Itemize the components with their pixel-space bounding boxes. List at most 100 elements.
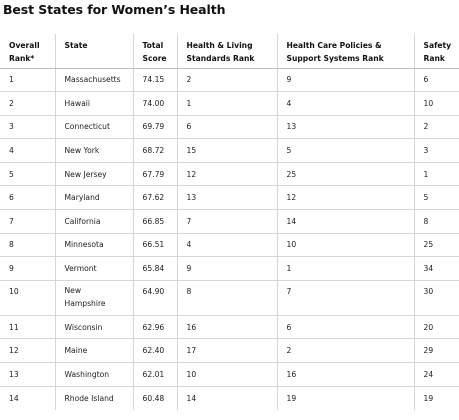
- table-row: 1 Massachusetts 74.15 2 9 6: [0, 67, 459, 92]
- table-row: 6 Maryland 67.62 13 12 5: [0, 185, 459, 210]
- cell-rank: 6: [0, 185, 55, 210]
- cell-rank: 8: [0, 232, 55, 257]
- cell-score: 64.90: [132, 279, 177, 316]
- cell-policies-rank: 19: [276, 385, 414, 410]
- cell-safety-rank: 29: [413, 338, 459, 363]
- header-overall-rank: Overall Rank*: [0, 34, 55, 69]
- cell-rank: 3: [0, 114, 55, 139]
- cell-safety-rank: 3: [413, 138, 459, 163]
- cell-state: Washington: [54, 362, 133, 387]
- cell-policies-rank: 9: [276, 67, 414, 92]
- cell-health-rank: 6: [176, 114, 277, 139]
- cell-safety-rank: 2: [413, 114, 459, 139]
- cell-health-rank: 12: [176, 161, 277, 186]
- cell-score: 65.84: [132, 256, 177, 281]
- cell-policies-rank: 16: [276, 362, 414, 387]
- cell-rank: 11: [0, 314, 55, 339]
- cell-policies-rank: 1: [276, 256, 414, 281]
- cell-safety-rank: 5: [413, 185, 459, 210]
- cell-state: Maine: [54, 338, 133, 363]
- cell-policies-rank: 14: [276, 209, 414, 234]
- cell-score: 62.01: [132, 362, 177, 387]
- cell-health-rank: 15: [176, 138, 277, 163]
- cell-safety-rank: 1: [413, 161, 459, 186]
- cell-health-rank: 9: [176, 256, 277, 281]
- header-state: State: [54, 34, 133, 69]
- cell-score: 68.72: [132, 138, 177, 163]
- cell-rank: 2: [0, 91, 55, 116]
- table-row: 7 California 66.85 7 14 8: [0, 209, 459, 234]
- cell-safety-rank: 30: [413, 279, 459, 316]
- table-row: 2 Hawaii 74.00 1 4 10: [0, 91, 459, 116]
- cell-state: Hawaii: [54, 91, 133, 116]
- table-row: 8 Minnesota 66.51 4 10 25: [0, 232, 459, 257]
- table-header-row: Overall Rank* State Total Score Health & L…: [0, 34, 459, 69]
- cell-health-rank: 4: [176, 232, 277, 257]
- cell-rank: 10: [0, 279, 55, 316]
- header-total-score: Total Score: [132, 34, 177, 69]
- cell-state: New York: [54, 138, 133, 163]
- table-row: 10 New Hampshire 64.90 8 7 30: [0, 279, 459, 316]
- cell-rank: 5: [0, 161, 55, 186]
- cell-policies-rank: 13: [276, 114, 414, 139]
- cell-policies-rank: 12: [276, 185, 414, 210]
- header-health-living-rank: Health & Living Standards Rank: [176, 34, 277, 69]
- cell-policies-rank: 7: [276, 279, 414, 316]
- cell-health-rank: 7: [176, 209, 277, 234]
- cell-state: Massachusetts: [54, 67, 133, 92]
- cell-policies-rank: 2: [276, 338, 414, 363]
- cell-score: 66.85: [132, 209, 177, 234]
- cell-health-rank: 14: [176, 385, 277, 410]
- cell-score: 66.51: [132, 232, 177, 257]
- cell-state: California: [54, 209, 133, 234]
- cell-safety-rank: 8: [413, 209, 459, 234]
- cell-score: 60.48: [132, 385, 177, 410]
- cell-health-rank: 8: [176, 279, 277, 316]
- cell-rank: 1: [0, 67, 55, 92]
- cell-state: New Hampshire: [54, 279, 133, 316]
- table-row: 11 Wisconsin 62.96 16 6 20: [0, 314, 459, 339]
- cell-rank: 12: [0, 338, 55, 363]
- cell-rank: 4: [0, 138, 55, 163]
- header-safety-rank: Safety Rank: [413, 34, 459, 69]
- cell-state: Wisconsin: [54, 314, 133, 339]
- cell-policies-rank: 10: [276, 232, 414, 257]
- cell-state: Maryland: [54, 185, 133, 210]
- cell-health-rank: 2: [176, 67, 277, 92]
- cell-health-rank: 13: [176, 185, 277, 210]
- cell-safety-rank: 6: [413, 67, 459, 92]
- table-row: 14 Rhode Island 60.48 14 19 19: [0, 385, 459, 410]
- cell-policies-rank: 25: [276, 161, 414, 186]
- cell-rank: 13: [0, 362, 55, 387]
- cell-safety-rank: 25: [413, 232, 459, 257]
- cell-state: Minnesota: [54, 232, 133, 257]
- cell-health-rank: 1: [176, 91, 277, 116]
- cell-rank: 14: [0, 385, 55, 410]
- cell-policies-rank: 6: [276, 314, 414, 339]
- cell-score: 74.15: [132, 67, 177, 92]
- cell-score: 62.96: [132, 314, 177, 339]
- table-row: 9 Vermont 65.84 9 1 34: [0, 256, 459, 281]
- cell-safety-rank: 19: [413, 385, 459, 410]
- cell-safety-rank: 10: [413, 91, 459, 116]
- cell-state: Vermont: [54, 256, 133, 281]
- table-row: 4 New York 68.72 15 5 3: [0, 138, 459, 163]
- cell-rank: 7: [0, 209, 55, 234]
- cell-score: 67.79: [132, 161, 177, 186]
- cell-score: 74.00: [132, 91, 177, 116]
- cell-rank: 9: [0, 256, 55, 281]
- header-policies-rank: Health Care Policies & Support Systems Ra…: [276, 34, 414, 69]
- cell-policies-rank: 4: [276, 91, 414, 116]
- cell-state: Rhode Island: [54, 385, 133, 410]
- table-row: 12 Maine 62.40 17 2 29: [0, 338, 459, 363]
- page-title: Best States for Women’s Health: [3, 2, 226, 17]
- cell-safety-rank: 24: [413, 362, 459, 387]
- cell-safety-rank: 20: [413, 314, 459, 339]
- table-row: 3 Connecticut 69.79 6 13 2: [0, 114, 459, 139]
- cell-health-rank: 16: [176, 314, 277, 339]
- cell-state: Connecticut: [54, 114, 133, 139]
- cell-state: New Jersey: [54, 161, 133, 186]
- cell-health-rank: 17: [176, 338, 277, 363]
- cell-health-rank: 10: [176, 362, 277, 387]
- cell-safety-rank: 34: [413, 256, 459, 281]
